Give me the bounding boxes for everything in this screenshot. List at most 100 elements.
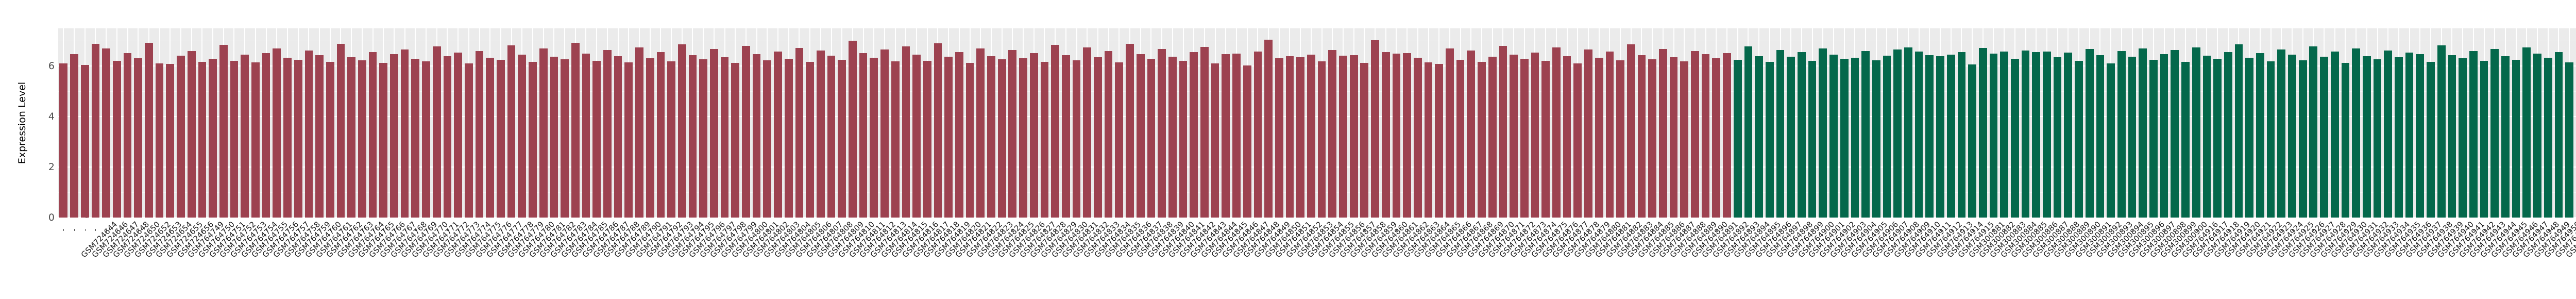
bar[interactable]: [1829, 54, 1838, 218]
bar[interactable]: [102, 48, 110, 218]
bar[interactable]: [774, 52, 782, 218]
bar[interactable]: [2213, 58, 2222, 218]
bar[interactable]: [1083, 47, 1092, 218]
bar[interactable]: [347, 57, 355, 218]
bar[interactable]: [1158, 49, 1166, 218]
bar[interactable]: [1691, 51, 1699, 218]
bar[interactable]: [2533, 53, 2541, 218]
bar[interactable]: [720, 57, 729, 218]
bar[interactable]: [1446, 48, 1454, 218]
bar[interactable]: [251, 62, 260, 218]
bar[interactable]: [1061, 55, 1070, 218]
bar[interactable]: [944, 56, 953, 218]
bar[interactable]: [1765, 61, 1774, 218]
bar[interactable]: [91, 44, 100, 218]
bar[interactable]: [2075, 60, 2083, 218]
bar[interactable]: [571, 43, 580, 218]
bar[interactable]: [1115, 62, 1124, 218]
bar[interactable]: [1211, 63, 1219, 218]
bar[interactable]: [1232, 53, 1241, 218]
bar[interactable]: [1893, 49, 1902, 218]
bar[interactable]: [1723, 53, 1731, 218]
bar[interactable]: [1008, 50, 1017, 218]
bar[interactable]: [2234, 44, 2243, 218]
bar[interactable]: [561, 59, 569, 218]
bar[interactable]: [1595, 57, 1603, 218]
bar[interactable]: [80, 64, 89, 218]
bar[interactable]: [1531, 52, 1539, 218]
bar[interactable]: [1520, 58, 1529, 218]
bar[interactable]: [1019, 58, 1027, 218]
bar[interactable]: [1392, 53, 1401, 218]
bar[interactable]: [486, 57, 495, 218]
bar[interactable]: [582, 53, 590, 218]
bar[interactable]: [2192, 47, 2200, 218]
bar[interactable]: [145, 43, 153, 218]
bar[interactable]: [1360, 62, 1369, 218]
bar[interactable]: [656, 52, 665, 218]
bar[interactable]: [2565, 62, 2573, 218]
bar[interactable]: [955, 52, 963, 218]
bar[interactable]: [1488, 56, 1497, 218]
bar[interactable]: [2427, 61, 2435, 218]
bar[interactable]: [1680, 61, 1689, 218]
bar[interactable]: [795, 48, 804, 218]
bar[interactable]: [1424, 62, 1433, 218]
bar[interactable]: [912, 54, 921, 218]
bar[interactable]: [859, 53, 868, 218]
bar[interactable]: [1637, 55, 1646, 218]
bar[interactable]: [1499, 46, 1507, 218]
bar[interactable]: [497, 59, 505, 218]
bar[interactable]: [965, 62, 974, 218]
bar[interactable]: [1957, 52, 1966, 218]
bar[interactable]: [1798, 52, 1806, 218]
bar[interactable]: [699, 59, 707, 218]
bar[interactable]: [539, 48, 548, 218]
bar[interactable]: [2043, 52, 2051, 218]
bar[interactable]: [1456, 59, 1465, 218]
bar[interactable]: [614, 56, 622, 218]
bar[interactable]: [304, 51, 313, 218]
bar[interactable]: [209, 58, 217, 218]
bar[interactable]: [507, 45, 516, 218]
bar[interactable]: [198, 61, 207, 218]
bar[interactable]: [336, 44, 345, 218]
bar[interactable]: [454, 52, 462, 218]
bar[interactable]: [667, 61, 675, 218]
bar[interactable]: [1029, 53, 1038, 218]
bar[interactable]: [677, 44, 686, 218]
bar[interactable]: [432, 46, 441, 218]
bar[interactable]: [2288, 54, 2296, 218]
bar[interactable]: [529, 61, 537, 218]
bar[interactable]: [784, 58, 793, 218]
bar[interactable]: [2245, 57, 2254, 218]
bar[interactable]: [443, 56, 452, 218]
bar[interactable]: [997, 59, 1006, 218]
bar[interactable]: [2277, 49, 2286, 218]
bar[interactable]: [123, 53, 132, 218]
bar[interactable]: [2000, 52, 2008, 218]
bar[interactable]: [1285, 56, 1294, 218]
bar[interactable]: [1626, 44, 1635, 218]
bar[interactable]: [2554, 52, 2563, 218]
bar[interactable]: [934, 43, 942, 218]
bar[interactable]: [230, 60, 239, 218]
bar[interactable]: [1936, 56, 1944, 218]
bar[interactable]: [358, 60, 366, 218]
bar[interactable]: [763, 60, 772, 218]
bar[interactable]: [1925, 55, 1934, 218]
bar[interactable]: [262, 53, 270, 218]
bar[interactable]: [1317, 61, 1326, 218]
bar[interactable]: [752, 54, 761, 218]
bar[interactable]: [1467, 51, 1476, 218]
bar[interactable]: [294, 59, 302, 218]
bar[interactable]: [1435, 63, 1444, 218]
bar[interactable]: [1787, 56, 1795, 218]
bar[interactable]: [1478, 61, 1486, 218]
bar[interactable]: [2139, 48, 2147, 218]
bar[interactable]: [187, 51, 196, 218]
bar[interactable]: [1840, 58, 1849, 218]
bar[interactable]: [1307, 54, 1315, 218]
bar[interactable]: [1253, 52, 1262, 218]
bar[interactable]: [379, 62, 388, 218]
